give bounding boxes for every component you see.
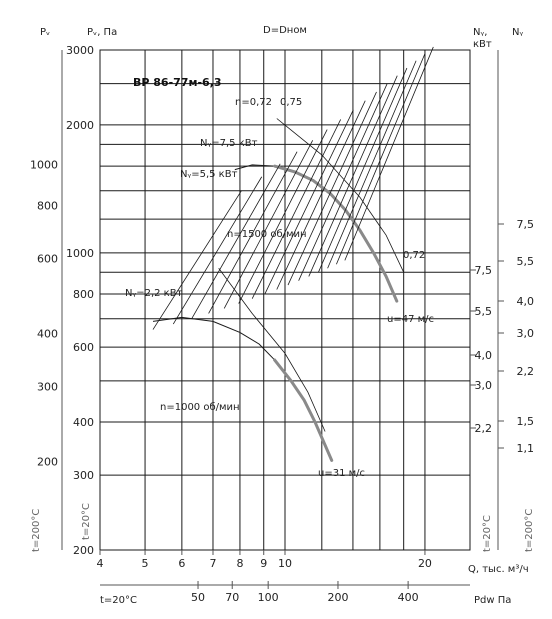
efficiency-ray (172, 176, 263, 325)
pv200-tick-label: 800 (37, 200, 58, 213)
ny200-tick-label: 4,0 (517, 295, 535, 308)
ny20-tick-label: 4,0 (475, 349, 493, 362)
pv-tick-label: 2000 (66, 119, 94, 132)
x-tick-label: 9 (260, 557, 267, 570)
power-label-75: Nᵧ=7,5 кВт (200, 138, 258, 149)
speed-label-1000: n=1000 об/мин (160, 402, 240, 413)
x-tick-label: 10 (278, 557, 292, 570)
grid (61, 49, 504, 589)
efficiency-ray (251, 119, 342, 299)
power-label-22: Nᵧ=2,2 кВт (125, 288, 183, 299)
pv-tick-label: 800 (73, 288, 94, 301)
efficiency-label-072: η=0,72 (235, 97, 272, 108)
working-range-n=1000 об/мин (273, 358, 334, 462)
efficiency-ray (327, 60, 417, 269)
pv-tick-label: 400 (73, 416, 94, 429)
ny200-tick-label: 2,2 (517, 365, 535, 378)
efficiency-ray (298, 83, 388, 281)
efficiency-ray (152, 190, 242, 330)
bottom-tick-label: 200 (327, 591, 348, 604)
x-axis-label: Q, тыс. м³/ч (468, 564, 529, 575)
curves (152, 46, 434, 462)
pv-tick-label: 3000 (66, 44, 94, 57)
bottom-temp-label: t=20°C (100, 595, 137, 606)
pv-tick-label: 1000 (66, 247, 94, 260)
pv-tick-label: 300 (73, 469, 94, 482)
x-tick-label: 7 (209, 557, 216, 570)
efficiency-ray (238, 129, 328, 304)
kw-unit-header: кВт (473, 39, 492, 50)
bottom-tick-label: 100 (258, 591, 279, 604)
temp-left-200: t=200°C (31, 509, 42, 552)
efficiency-ray (264, 109, 354, 295)
bottom-axis-label: Pdw Па (474, 595, 511, 606)
temp-right-20: t=20°C (482, 515, 493, 552)
ny200-tick-label: 1,5 (517, 415, 535, 428)
temp-left-20: t=20°C (81, 503, 92, 540)
efficiency-ray (287, 91, 377, 286)
labels: 4 5 6 7 8 9 10 20 200 300 400 600 800 1000 2000 3000 200… (30, 44, 534, 604)
bottom-tick-label: 70 (225, 591, 239, 604)
pv200-tick-label: 200 (37, 456, 58, 469)
temp-right-200: t=200°C (524, 509, 535, 552)
efficiency-ray (308, 75, 398, 277)
ny200-tick-label: 3,0 (517, 327, 535, 340)
pv-tick-label: 600 (73, 341, 94, 354)
efficiency-ray (276, 100, 366, 290)
x-tick-label: 6 (178, 557, 185, 570)
efficiency-ray (318, 67, 408, 273)
chart-title: ВР 86-77м-6,3 (133, 76, 222, 89)
efficiency-ray (191, 163, 281, 319)
velocity-label-31: u=31 м/с (318, 468, 365, 479)
pressure-curve-n=1000 об/мин (152, 316, 333, 461)
efficiency-ray (344, 46, 434, 261)
pv200-tick-label: 300 (37, 381, 58, 394)
ny20-tick-label: 3,0 (475, 379, 493, 392)
velocity-label-47: u=47 м/с (387, 314, 434, 325)
ny20-tick-label: 2,2 (475, 422, 493, 435)
pv-tick-label: 200 (73, 544, 94, 557)
velocity-line-u=47 м/с (276, 118, 405, 273)
ny200-tick-label: 5,5 (517, 255, 535, 268)
x-tick-label: 20 (418, 557, 432, 570)
ny200-tick-label: 1,1 (517, 442, 535, 455)
power-label-55: Nᵧ=5,5 кВт (180, 169, 238, 180)
diameter-label: D=Dном (263, 25, 307, 36)
pv200-tick-label: 400 (37, 328, 58, 341)
efficiency-label-075: 0,75 (280, 97, 302, 108)
ny-kw-header: Nᵧ, (473, 27, 487, 38)
x-tick-label: 4 (97, 557, 104, 570)
efficiency-label-072-right: 0,72 (403, 250, 425, 261)
efficiency-ray (336, 53, 426, 265)
ny20-tick-label: 7,5 (475, 264, 493, 277)
speed-label-1500: n=1500 об/мин (227, 229, 307, 240)
efficiency-ray (208, 151, 298, 314)
bottom-tick-label: 400 (398, 591, 419, 604)
pv200-tick-label: 600 (37, 253, 58, 266)
bottom-tick-label: 50 (191, 591, 205, 604)
ny20-tick-label: 5,5 (475, 305, 493, 318)
ny-right-header: Nᵧ (512, 27, 523, 38)
pv-left-header: Pᵥ (40, 27, 50, 38)
x-tick-label: 5 (142, 557, 149, 570)
x-tick-label: 8 (236, 557, 243, 570)
ny200-tick-label: 7,5 (517, 218, 535, 231)
pv-pa-header: Pᵥ, Па (87, 27, 117, 38)
efficiency-ray (223, 140, 314, 309)
pv200-tick-label: 1000 (30, 158, 58, 171)
